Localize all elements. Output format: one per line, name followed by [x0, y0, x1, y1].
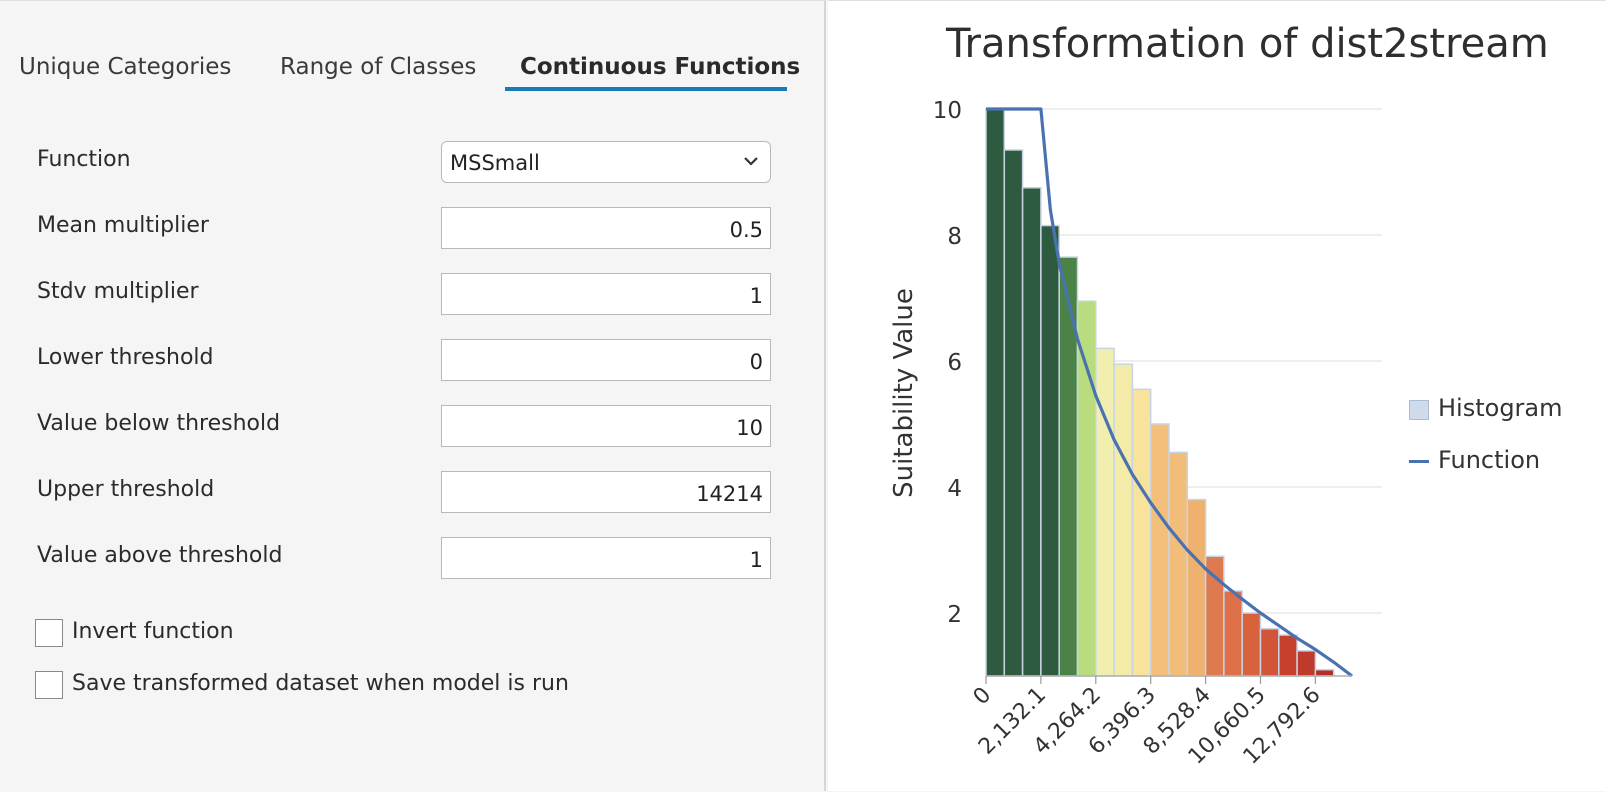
histogram-bar: [1095, 347, 1115, 677]
histogram-bar: [1131, 388, 1152, 677]
lower-threshold-input[interactable]: 0: [441, 339, 771, 381]
histogram-bar: [1296, 650, 1317, 677]
active-tab-indicator: [505, 87, 787, 91]
upper-threshold-input[interactable]: 14214: [441, 471, 771, 513]
lower-threshold-row: Lower threshold 0: [37, 339, 773, 381]
mean-multiplier-row: Mean multiplier 0.5: [37, 207, 773, 249]
mean-multiplier-input[interactable]: 0.5: [441, 207, 771, 249]
stdv-multiplier-input[interactable]: 1: [441, 273, 771, 315]
value-above-threshold-row: Value above threshold 1: [37, 537, 773, 579]
tab-continuous-functions[interactable]: Continuous Functions: [520, 54, 801, 80]
invert-function-label: Invert function: [72, 619, 234, 644]
y-tick-label: 6: [947, 350, 962, 376]
chart-panel: Transformation of dist2stream 2 4 6 8 10 0 2,1…: [828, 0, 1606, 791]
tab-range-of-classes[interactable]: Range of Classes: [280, 54, 477, 80]
mean-multiplier-label: Mean multiplier: [37, 213, 209, 238]
y-tick-label: 10: [933, 98, 962, 124]
histogram-bar: [1241, 612, 1262, 677]
histogram-bar: [1003, 149, 1024, 677]
histogram-bar: [1223, 590, 1243, 677]
value-below-threshold-input[interactable]: 10: [441, 405, 771, 447]
stdv-multiplier-label: Stdv multiplier: [37, 279, 199, 304]
histogram-bar: [1021, 187, 1042, 677]
upper-threshold-label: Upper threshold: [37, 477, 215, 502]
histogram-bar: [1113, 363, 1134, 677]
histogram-bar: [1259, 628, 1280, 677]
function-label: Function: [37, 147, 131, 172]
histogram-bar: [1040, 224, 1060, 677]
y-axis-label: Suitability Value: [889, 288, 919, 498]
chart-svg: 24681002,132.14,264.26,396.38,528.410,66…: [889, 98, 1382, 770]
function-row: Function MSSmall: [37, 141, 773, 183]
histogram-swatch-icon: [1409, 400, 1429, 420]
tab-unique-categories[interactable]: Unique Categories: [19, 54, 232, 80]
histogram-bar: [1076, 300, 1097, 677]
function-select-value: MSSmall: [450, 151, 540, 175]
save-transformed-label: Save transformed dataset when model is r…: [72, 671, 569, 696]
histogram-bar: [1278, 634, 1298, 677]
legend-function-label: Function: [1438, 446, 1541, 474]
stdv-multiplier-row: Stdv multiplier 1: [37, 273, 773, 315]
legend-histogram-label: Histogram: [1438, 394, 1563, 422]
value-above-threshold-input[interactable]: 1: [441, 537, 771, 579]
function-line-layer: [986, 107, 1353, 678]
save-transformed-checkbox[interactable]: [35, 671, 63, 699]
value-above-threshold-label: Value above threshold: [37, 543, 283, 568]
y-tick-label: 4: [947, 476, 962, 502]
histogram-bar: [1058, 256, 1079, 677]
function-line: [986, 107, 1353, 678]
upper-threshold-row: Upper threshold 14214: [37, 471, 773, 513]
y-tick-label: 2: [947, 602, 962, 628]
function-select[interactable]: MSSmall: [441, 141, 771, 183]
value-below-threshold-label: Value below threshold: [37, 411, 281, 436]
chevron-down-icon: [744, 157, 758, 166]
chart-title: Transformation of dist2stream: [946, 21, 1549, 67]
lower-threshold-label: Lower threshold: [37, 345, 214, 370]
histogram-bar: [1149, 423, 1170, 677]
histogram-bar: [1314, 668, 1335, 677]
histogram-bar: [1168, 451, 1189, 677]
y-tick-label: 8: [947, 224, 962, 250]
left-panel: Unique Categories Range of Classes Conti…: [0, 0, 826, 791]
x-tick-label: 0: [969, 683, 997, 711]
histogram-bar: [1204, 555, 1225, 677]
value-below-threshold-row: Value below threshold 10: [37, 405, 773, 447]
histogram-bar: [985, 108, 1006, 677]
histogram-bars: [985, 108, 1335, 677]
invert-function-checkbox[interactable]: [35, 619, 63, 647]
function-line-icon: [1409, 460, 1429, 463]
histogram-bar: [1186, 498, 1207, 677]
